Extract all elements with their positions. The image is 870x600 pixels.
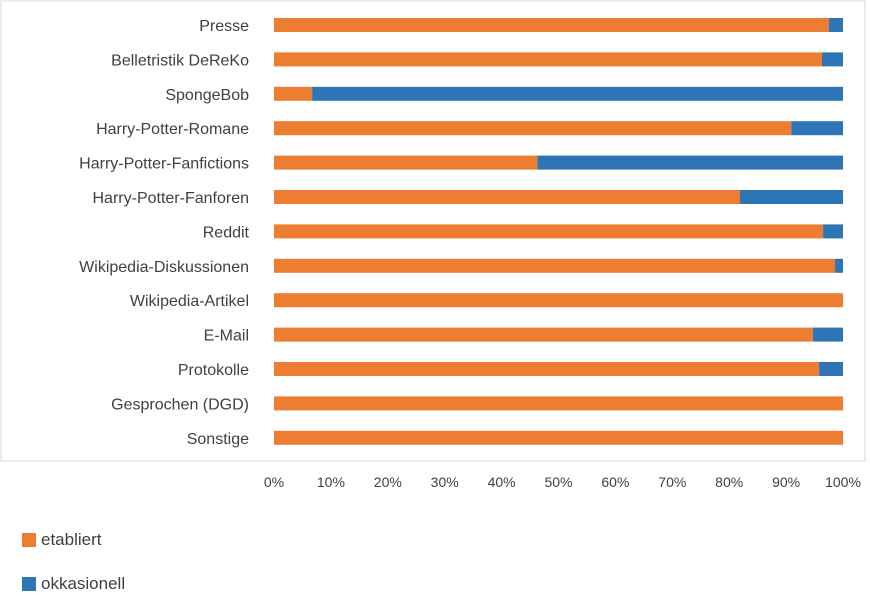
- bar-okkasionell-belletristik-dereko: [821, 52, 843, 67]
- bar-etabliert-sonstige: [274, 430, 843, 445]
- x-tick-label: 30%: [431, 474, 459, 490]
- bar-etabliert-harry-potter-fanforen: [274, 190, 741, 204]
- category-label-spongebob: SpongeBob: [165, 87, 249, 104]
- category-label-reddit: Reddit: [203, 224, 250, 241]
- legend-label-okkasionell: okkasionell: [41, 574, 126, 593]
- category-label-sonstige: Sonstige: [187, 431, 249, 448]
- x-tick-label: 80%: [715, 474, 743, 490]
- bar-etabliert-wikipedia-diskussionen: [274, 258, 836, 273]
- x-tick-label: 0%: [264, 474, 284, 490]
- bar-etabliert-spongebob: [274, 86, 313, 101]
- bar-etabliert-harry-potter-romane: [274, 121, 792, 136]
- bar-okkasionell-protokolle: [819, 362, 843, 376]
- x-tick-label: 40%: [488, 474, 516, 490]
- bar-okkasionell-harry-potter-fanfictions: [537, 155, 843, 170]
- legend-label-etabliert: etabliert: [41, 530, 102, 549]
- bar-okkasionell-spongebob: [312, 86, 843, 101]
- legend-item-etabliert: etabliert: [22, 530, 101, 550]
- bars-layer: [274, 18, 843, 445]
- x-tick-label: 10%: [317, 474, 345, 490]
- bar-etabliert-belletristik-dereko: [274, 52, 822, 67]
- bar-okkasionell-reddit: [823, 224, 843, 239]
- category-label-e-mail: E-Mail: [204, 328, 249, 345]
- bar-etabliert-reddit: [274, 224, 824, 239]
- x-tick-label: 70%: [658, 474, 686, 490]
- x-tick-label: 100%: [825, 474, 861, 490]
- x-tick-label: 50%: [544, 474, 572, 490]
- bar-okkasionell-e-mail: [812, 327, 843, 342]
- bar-etabliert-gesprochen-dgd: [274, 396, 843, 411]
- bar-etabliert-wikipedia-artikel: [274, 293, 843, 308]
- x-tick-label: 90%: [772, 474, 800, 490]
- category-label-wikipedia-diskussionen: Wikipedia-Diskussionen: [79, 259, 249, 276]
- category-label-protokolle: Protokolle: [178, 362, 249, 379]
- category-label-harry-potter-fanforen: Harry-Potter-Fanforen: [93, 190, 250, 207]
- category-label-belletristik-dereko: Belletristik DeReKo: [111, 52, 249, 69]
- bar-okkasionell-wikipedia-diskussionen: [835, 258, 843, 273]
- bar-etabliert-protokolle: [274, 362, 820, 376]
- legend-swatch-etabliert: [22, 533, 36, 547]
- category-labels: Presse Belletristik DeReKo SpongeBob Harry-…: [79, 18, 249, 448]
- legend-item-okkasionell: okkasionell: [22, 574, 125, 594]
- bar-etabliert-harry-potter-fanfictions: [274, 155, 538, 170]
- bar-etabliert-e-mail: [274, 327, 813, 342]
- category-label-gesprochen-dgd: Gesprochen (DGD): [111, 396, 249, 413]
- bar-etabliert-presse: [274, 18, 829, 32]
- x-tick-label: 20%: [374, 474, 402, 490]
- x-axis-tick-labels: 0% 10% 20% 30% 40% 50% 60% 70% 80% 90% 100%: [264, 474, 861, 490]
- bar-okkasionell-harry-potter-romane: [791, 121, 843, 136]
- category-label-presse: Presse: [199, 18, 249, 35]
- bar-okkasionell-harry-potter-fanforen: [740, 190, 843, 204]
- category-label-harry-potter-romane: Harry-Potter-Romane: [96, 121, 249, 138]
- category-label-harry-potter-fanfictions: Harry-Potter-Fanfictions: [79, 156, 249, 173]
- category-label-wikipedia-artikel: Wikipedia-Artikel: [130, 293, 249, 310]
- x-tick-label: 60%: [601, 474, 629, 490]
- bar-okkasionell-presse: [828, 18, 843, 32]
- legend-swatch-okkasionell: [22, 577, 36, 591]
